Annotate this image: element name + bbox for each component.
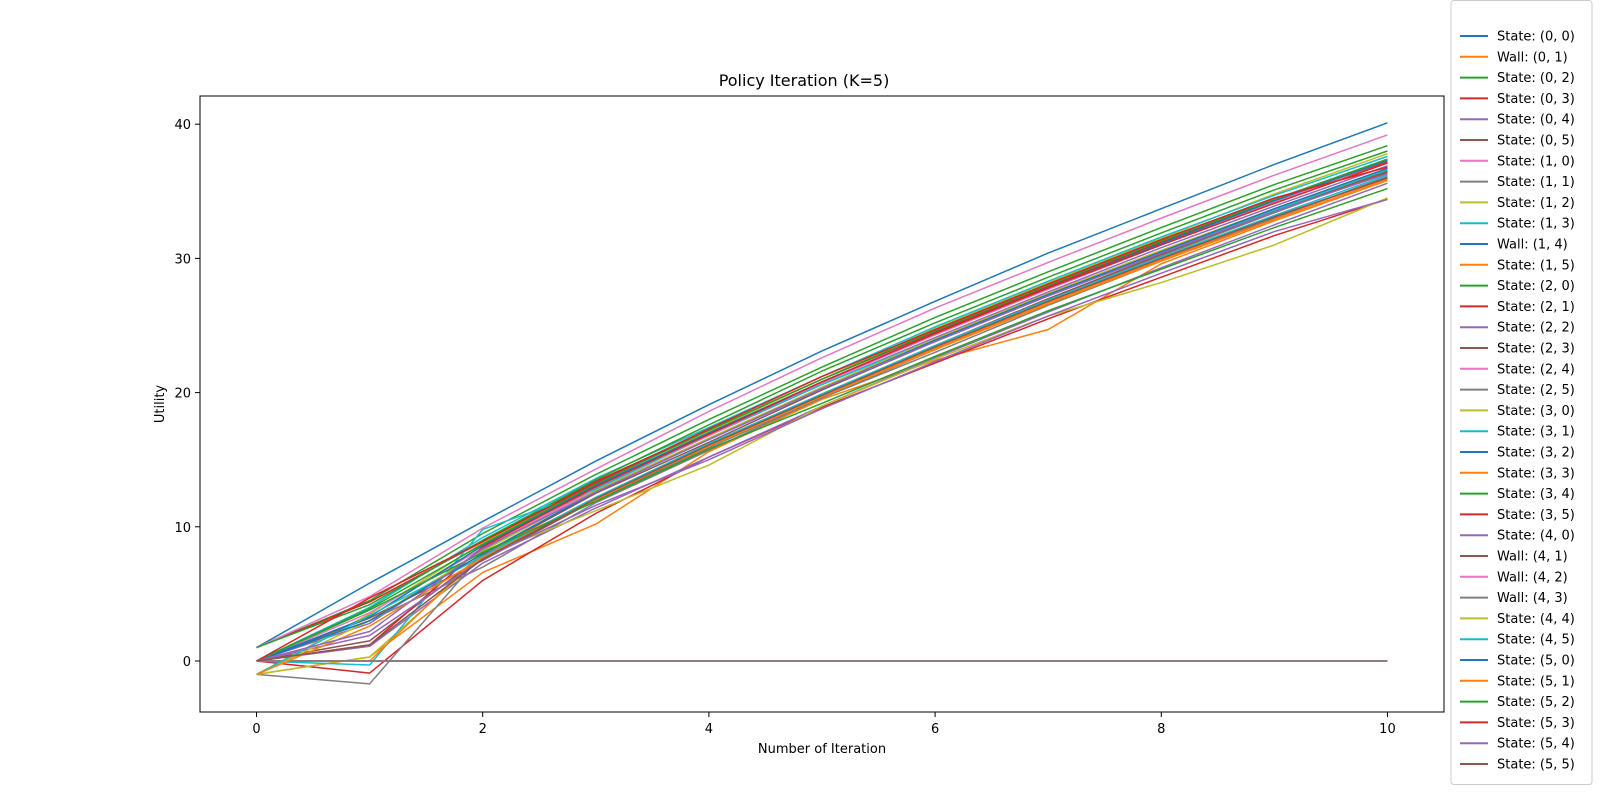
series-line: [256, 174, 1388, 676]
legend-label: State: (2, 0): [1497, 279, 1575, 294]
y-tick-label: 0: [183, 655, 191, 670]
legend-label: Wall: (4, 2): [1497, 570, 1568, 585]
series-lines: [256, 122, 1388, 685]
series-line: [256, 134, 1388, 649]
legend-label: State: (5, 4): [1497, 737, 1575, 752]
legend-label: State: (5, 3): [1497, 716, 1575, 731]
y-tick-label: 40: [174, 118, 191, 133]
legend-label: State: (0, 0): [1497, 30, 1575, 45]
series-line: [256, 177, 1388, 662]
series-line: [256, 178, 1388, 676]
legend-label: State: (0, 4): [1497, 113, 1575, 128]
legend-label: State: (2, 2): [1497, 321, 1575, 336]
x-tick-label: 6: [931, 722, 939, 737]
series-line: [256, 162, 1388, 662]
legend-label: Wall: (1, 4): [1497, 238, 1568, 253]
y-axis-label: Utility: [153, 385, 168, 424]
legend-label: State: (3, 1): [1497, 425, 1575, 440]
series-line: [256, 166, 1388, 662]
x-tick-label: 4: [705, 722, 713, 737]
legend-label: State: (2, 5): [1497, 383, 1575, 398]
legend-label: State: (0, 2): [1497, 71, 1575, 86]
x-tick-label: 0: [252, 722, 260, 737]
y-tick-label: 10: [174, 521, 191, 536]
legend-label: State: (1, 2): [1497, 196, 1575, 211]
series-line: [256, 122, 1388, 649]
legend-label: State: (4, 5): [1497, 633, 1575, 648]
legend-label: State: (5, 2): [1497, 695, 1575, 710]
legend-label: State: (1, 1): [1497, 175, 1575, 190]
series-line: [256, 158, 1388, 662]
series-line: [256, 167, 1388, 676]
series-line: [256, 150, 1388, 649]
legend-label: State: (4, 0): [1497, 529, 1575, 544]
y-tick-label: 30: [174, 252, 191, 267]
x-tick-label: 8: [1157, 722, 1165, 737]
series-line: [256, 198, 1388, 674]
legend-label: Wall: (0, 1): [1497, 50, 1568, 65]
legend-label: State: (5, 0): [1497, 654, 1575, 669]
x-tick-label: 10: [1379, 722, 1396, 737]
legend-label: State: (3, 2): [1497, 446, 1575, 461]
series-line: [256, 187, 1388, 662]
legend-label: State: (4, 4): [1497, 612, 1575, 627]
series-line: [256, 198, 1388, 662]
legend-label: State: (1, 5): [1497, 258, 1575, 273]
legend-label: State: (3, 3): [1497, 466, 1575, 481]
y-axis-ticks: 0 10 20 30 40: [174, 118, 200, 670]
series-line: [256, 197, 1388, 676]
legend-label: State: (2, 1): [1497, 300, 1575, 315]
legend-label: State: (2, 4): [1497, 362, 1575, 377]
legend-label: State: (3, 4): [1497, 487, 1575, 502]
x-axis-label: Number of Iteration: [758, 742, 886, 757]
legend-label: State: (5, 5): [1497, 758, 1575, 773]
legend-label: State: (1, 0): [1497, 154, 1575, 169]
legend: State: (0, 0) Wall: (0, 1) State: (0, 2) St…: [1450, 0, 1593, 785]
legend-label: State: (2, 3): [1497, 342, 1575, 357]
legend-label: State: (0, 5): [1497, 134, 1575, 149]
legend-label: State: (1, 3): [1497, 217, 1575, 232]
chart-title: Policy Iteration (K=5): [719, 71, 890, 90]
legend-label: Wall: (4, 1): [1497, 550, 1568, 565]
series-line: [256, 144, 1388, 649]
x-tick-label: 2: [479, 722, 487, 737]
plot-frame: [199, 95, 1445, 713]
legend-label: State: (5, 1): [1497, 674, 1575, 689]
y-tick-label: 20: [174, 387, 191, 402]
x-axis-ticks: 0 2 4 6 8 10: [252, 712, 1396, 737]
legend-frame: [1450, 0, 1593, 785]
legend-label: State: (3, 0): [1497, 404, 1575, 419]
legend-label: State: (0, 3): [1497, 92, 1575, 107]
legend-label: Wall: (4, 3): [1497, 591, 1568, 606]
series-line: [256, 173, 1388, 662]
series-line: [256, 179, 1388, 676]
legend-label: State: (3, 5): [1497, 508, 1575, 523]
